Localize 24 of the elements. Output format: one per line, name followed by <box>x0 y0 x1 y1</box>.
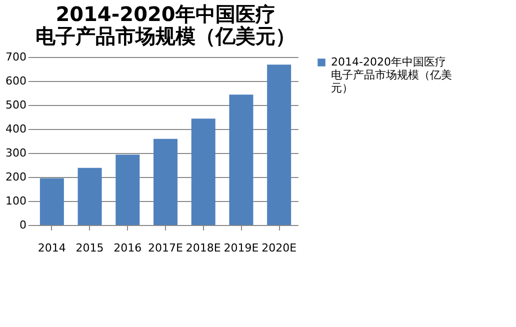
y-tick-label: 600 <box>6 74 26 88</box>
x-tick-label: 2018E <box>186 242 221 254</box>
y-tick-label: 200 <box>6 170 26 184</box>
bar <box>267 64 292 225</box>
y-tick-label: 300 <box>6 146 26 160</box>
x-tick-label: 2015 <box>76 242 104 254</box>
bar <box>229 94 254 225</box>
x-tick-label: 2017E <box>148 242 184 254</box>
y-tick-label: 0 <box>20 218 26 232</box>
legend-label: 2014-2020年中国医疗电子产品市场规模（亿美元） <box>331 56 452 94</box>
bar <box>191 118 216 225</box>
y-tick-label: 700 <box>6 50 26 64</box>
bar <box>40 178 64 225</box>
x-tick-label: 2014 <box>38 242 66 254</box>
x-tick-label: 2020E <box>262 242 297 254</box>
chart-title: 2014-2020年中国医疗电子产品市场规模（亿美元） <box>36 2 296 48</box>
bar <box>154 138 178 225</box>
x-tick-label: 2019E <box>224 242 259 254</box>
y-tick-label: 100 <box>6 194 26 208</box>
x-tick-label: 2016 <box>114 242 142 254</box>
y-tick-label: 500 <box>6 98 26 112</box>
y-tick-label: 400 <box>6 122 26 136</box>
bar <box>116 154 140 225</box>
bar <box>78 168 102 225</box>
